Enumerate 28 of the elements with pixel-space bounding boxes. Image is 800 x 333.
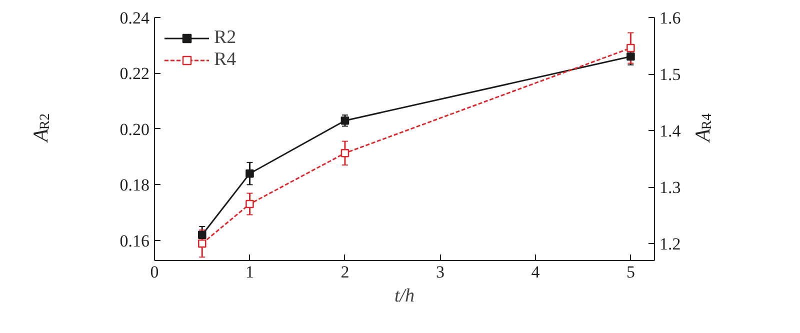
x-tick-label: 0 bbox=[150, 262, 159, 282]
point bbox=[340, 148, 350, 158]
y-tick-label: 0.22 bbox=[120, 64, 150, 84]
x-tick-label: 3 bbox=[436, 262, 444, 282]
y-tick-label: 0.18 bbox=[120, 176, 150, 195]
point bbox=[246, 169, 254, 178]
y2-tick-label: 1.3 bbox=[660, 178, 681, 198]
legend-label: R4 bbox=[214, 49, 236, 71]
y2-tick-label: 1.6 bbox=[660, 8, 681, 28]
x-axis-title: t/h bbox=[394, 286, 415, 306]
point bbox=[246, 200, 254, 208]
y2-tick-label: 1.2 bbox=[660, 234, 681, 254]
x-tick-label: 4 bbox=[531, 262, 540, 282]
y-axis-title: AR2 bbox=[28, 113, 53, 144]
x-tick-label: 2 bbox=[340, 262, 350, 282]
point bbox=[340, 116, 350, 125]
y2-tick-label: 1.4 bbox=[660, 122, 682, 141]
y2-axis-title: AR4 bbox=[690, 113, 715, 144]
y2-tick-label: 1.5 bbox=[660, 65, 681, 84]
point bbox=[198, 239, 206, 248]
legend-label: R2 bbox=[214, 27, 236, 49]
y-tick-label: 0.24 bbox=[120, 8, 150, 28]
point bbox=[626, 52, 635, 61]
point bbox=[626, 44, 635, 52]
y-tick-label: 0.16 bbox=[120, 231, 150, 250]
x-tick-label: 1 bbox=[245, 262, 254, 282]
y-tick-label: 0.20 bbox=[120, 120, 150, 139]
x-tick-label: 5 bbox=[626, 262, 635, 282]
